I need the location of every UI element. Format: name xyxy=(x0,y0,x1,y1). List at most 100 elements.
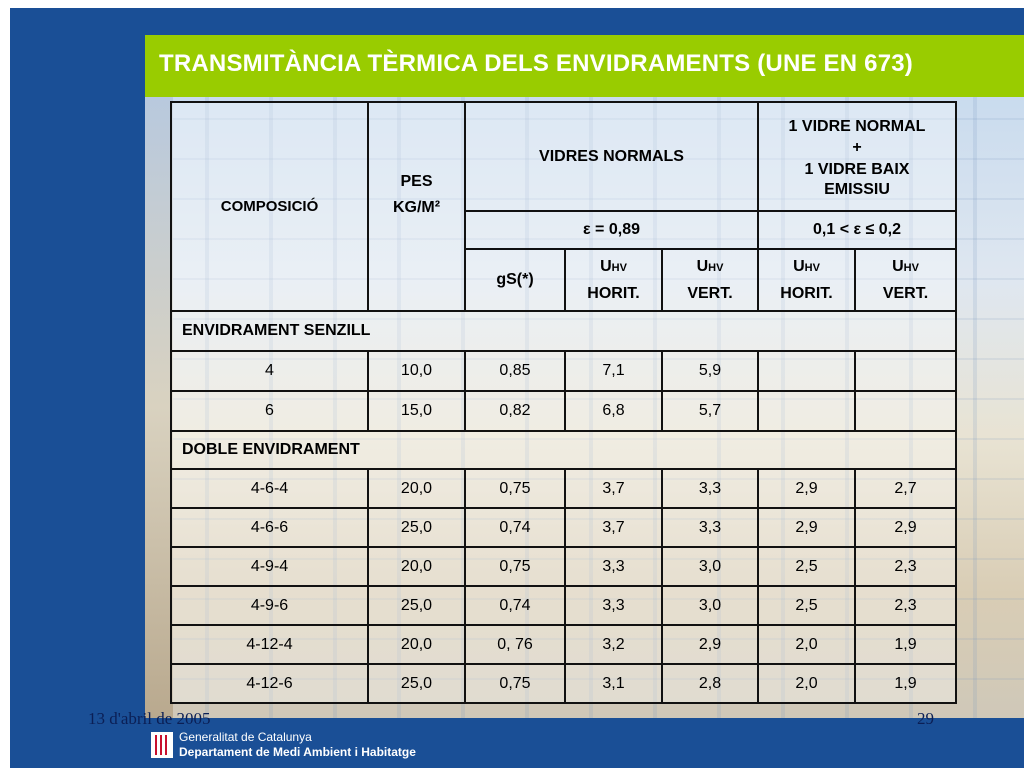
footer-department: Departament de Medi Ambient i Habitatge xyxy=(179,745,416,759)
cell-uh: 3,7 xyxy=(564,507,663,548)
header-uhv-vert-baix: UHV VERT. xyxy=(854,248,957,312)
header-vidre-baix-line2: + xyxy=(852,138,862,156)
footer-org-name: Generalitat de Catalunya xyxy=(179,730,312,744)
u-subscript: HV xyxy=(611,261,627,274)
header-vidre-baix-emissiu: 1 VIDRE NORMAL + 1 VIDRE BAIX EMISSIU xyxy=(757,101,957,212)
cell-gs: 0,75 xyxy=(464,663,566,704)
header-epsilon-normal: ε = 0,89 xyxy=(464,210,759,250)
header-row-3: gS(*) UHV HORIT. UHV VERT. UHV HORIT. UH… xyxy=(171,248,957,312)
section-row-doble: DOBLE ENVIDRAMENT xyxy=(170,430,957,470)
table-row: 4-12-6 25,0 0,75 3,1 2,8 2,0 1,9 xyxy=(170,663,957,704)
header-epsilon-baix: 0,1 < ε ≤ 0,2 xyxy=(757,210,957,250)
cell-pes: 10,0 xyxy=(367,350,466,392)
cell-gs: 0,75 xyxy=(464,546,566,587)
cell-comp: 4-12-4 xyxy=(170,624,369,665)
u-symbol: U xyxy=(696,257,709,275)
cell-comp: 4-6-4 xyxy=(170,468,369,509)
cell-gs: 0,85 xyxy=(464,350,566,392)
page-number: 29 xyxy=(917,709,934,728)
header-vidres-normals: VIDRES NORMALS xyxy=(464,101,759,212)
cell-gs: 0, 76 xyxy=(464,624,566,665)
cell-bh: 2,0 xyxy=(757,624,856,665)
cell-uv: 3,3 xyxy=(661,468,759,509)
header-vidre-baix-line1: 1 VIDRE NORMAL xyxy=(788,117,926,135)
cell-uh: 3,7 xyxy=(564,468,663,509)
cell-bv: 2,7 xyxy=(854,468,957,509)
cell-pes: 15,0 xyxy=(367,390,466,432)
cell-uv: 3,0 xyxy=(661,546,759,587)
section-label-senzill: ENVIDRAMENT SENZILL xyxy=(170,310,565,352)
cell-uh: 7,1 xyxy=(564,350,663,392)
cell-bh: 2,9 xyxy=(757,507,856,548)
left-border xyxy=(0,0,10,768)
cell-comp: 6 xyxy=(170,390,369,432)
cell-bh: 2,0 xyxy=(757,663,856,704)
u-subscript: HV xyxy=(804,261,820,274)
section-fill xyxy=(565,310,957,352)
table-row: 4-12-4 20,0 0, 76 3,2 2,9 2,0 1,9 xyxy=(170,624,957,665)
cell-comp: 4 xyxy=(170,350,369,392)
vert-label: VERT. xyxy=(882,284,929,302)
section-label-doble: DOBLE ENVIDRAMENT xyxy=(170,430,565,470)
cell-comp: 4-12-6 xyxy=(170,663,369,704)
cell-uv: 3,0 xyxy=(661,585,759,626)
cell-gs: 0,74 xyxy=(464,585,566,626)
cell-pes: 25,0 xyxy=(367,507,466,548)
section-row-senzill: ENVIDRAMENT SENZILL xyxy=(170,310,957,352)
generalitat-logo-icon xyxy=(151,732,173,758)
title-bar: TRANSMITÀNCIA TÈRMICA DELS ENVIDRAMENTS … xyxy=(145,35,1024,97)
cell-bv: 2,3 xyxy=(854,585,957,626)
cell-bh: 2,9 xyxy=(757,468,856,509)
top-border xyxy=(0,0,1024,8)
building-photo-edge xyxy=(145,95,173,718)
header-gs: gS(*) xyxy=(464,248,566,312)
cell-bv xyxy=(854,350,957,392)
cell-comp: 4-9-4 xyxy=(170,546,369,587)
cell-comp: 4-9-6 xyxy=(170,585,369,626)
u-symbol: U xyxy=(793,257,805,275)
table-row: 4-6-6 25,0 0,74 3,7 3,3 2,9 2,9 xyxy=(170,507,957,548)
cell-uh: 3,1 xyxy=(564,663,663,704)
table-row: 4 10,0 0,85 7,1 5,9 xyxy=(170,350,957,392)
cell-uh: 3,2 xyxy=(564,624,663,665)
table-row: 4-9-6 25,0 0,74 3,3 3,0 2,5 2,3 xyxy=(170,585,957,626)
cell-uh: 6,8 xyxy=(564,390,663,432)
cell-pes: 20,0 xyxy=(367,546,466,587)
cell-uv: 5,9 xyxy=(661,350,759,392)
cell-uv: 2,9 xyxy=(661,624,759,665)
cell-uh: 3,3 xyxy=(564,585,663,626)
header-uhv-vert-normal: UHV VERT. xyxy=(661,248,759,312)
header-uhv-horit-baix: UHV HORIT. xyxy=(757,248,856,312)
cell-pes: 20,0 xyxy=(367,468,466,509)
u-symbol: U xyxy=(892,257,904,275)
cell-uh: 3,3 xyxy=(564,546,663,587)
transmittance-table: COMPOSICIÓ PES KG/M² VIDRES NORMALS 1 VI… xyxy=(170,101,957,704)
cell-bv: 2,9 xyxy=(854,507,957,548)
cell-bh: 2,5 xyxy=(757,546,856,587)
header-uhv-horit-normal: UHV HORIT. xyxy=(564,248,663,312)
cell-bh xyxy=(757,390,856,432)
header-vidre-baix-line3: 1 VIDRE BAIX EMISSIU xyxy=(804,160,910,198)
header-row-1: COMPOSICIÓ PES KG/M² VIDRES NORMALS 1 VI… xyxy=(170,101,957,312)
cell-uv: 5,7 xyxy=(661,390,759,432)
section-fill xyxy=(565,430,957,470)
cell-gs: 0,82 xyxy=(464,390,566,432)
cell-gs: 0,74 xyxy=(464,507,566,548)
cell-bv: 1,9 xyxy=(854,663,957,704)
footer-date: 13 d'abril de 2005 xyxy=(88,709,211,728)
table-row: 4-9-4 20,0 0,75 3,3 3,0 2,5 2,3 xyxy=(170,546,957,587)
header-row-2: ε = 0,89 0,1 < ε ≤ 0,2 xyxy=(171,210,957,250)
header-pes: PES KG/M² xyxy=(367,101,466,312)
cell-pes: 20,0 xyxy=(367,624,466,665)
cell-pes: 25,0 xyxy=(367,663,466,704)
horit-label: HORIT. xyxy=(780,284,833,302)
cell-pes: 25,0 xyxy=(367,585,466,626)
cell-gs: 0,75 xyxy=(464,468,566,509)
slide-title: TRANSMITÀNCIA TÈRMICA DELS ENVIDRAMENTS … xyxy=(159,50,913,77)
u-subscript: HV xyxy=(903,261,919,274)
u-subscript: HV xyxy=(708,261,724,274)
cell-bv: 2,3 xyxy=(854,546,957,587)
cell-uv: 3,3 xyxy=(661,507,759,548)
cell-bh: 2,5 xyxy=(757,585,856,626)
header-composicio: COMPOSICIÓ xyxy=(170,101,369,312)
